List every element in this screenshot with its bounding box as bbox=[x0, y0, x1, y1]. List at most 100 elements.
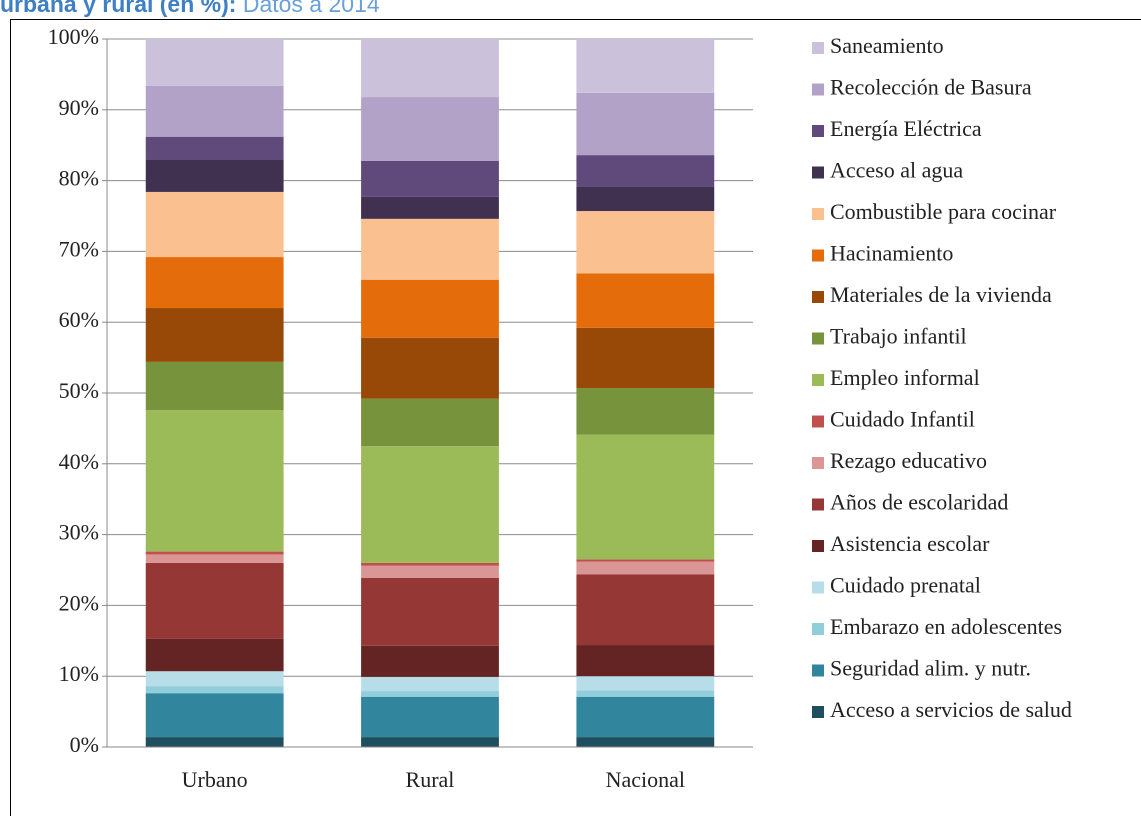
bar-segment bbox=[576, 690, 715, 697]
legend-label: Cuidado prenatal bbox=[830, 573, 981, 598]
bar-segment bbox=[576, 737, 715, 747]
bar-segment bbox=[576, 559, 715, 562]
legend-swatch bbox=[812, 623, 824, 635]
bar-segment bbox=[361, 279, 499, 338]
legend-swatch bbox=[812, 249, 824, 262]
bar-segment bbox=[576, 327, 715, 389]
legend-label: Empleo informal bbox=[830, 365, 980, 390]
legend-swatch bbox=[812, 291, 824, 303]
bar-segment bbox=[576, 92, 715, 156]
legend-label: Combustible para cocinar bbox=[830, 199, 1057, 224]
legend-label: Acceso al agua bbox=[830, 158, 963, 183]
bar-segment bbox=[145, 554, 284, 563]
legend-swatch bbox=[812, 706, 824, 718]
bar-segment bbox=[361, 645, 499, 677]
bar-segment bbox=[145, 308, 284, 362]
bar-segment bbox=[145, 737, 284, 747]
bar-segment bbox=[576, 696, 715, 738]
y-tick-label: 50% bbox=[59, 378, 99, 403]
legend-label: Materiales de la vivienda bbox=[830, 282, 1052, 307]
legend-label: Recolección de Basura bbox=[830, 75, 1032, 100]
bar-segment bbox=[361, 337, 499, 399]
legend-swatch bbox=[812, 208, 824, 220]
bar-segment bbox=[145, 562, 284, 639]
x-tick-label: Nacional bbox=[606, 767, 685, 792]
bar-segment bbox=[576, 574, 715, 646]
legend-label: Embarazo en adolescentes bbox=[830, 614, 1062, 639]
legend-swatch bbox=[812, 125, 824, 137]
bar-segment bbox=[361, 446, 499, 563]
bar-segment bbox=[145, 39, 284, 86]
bar-segment bbox=[361, 562, 499, 566]
legend-swatch bbox=[812, 42, 824, 54]
bar-segment bbox=[576, 186, 715, 212]
bar-segment bbox=[576, 211, 715, 274]
x-tick-label: Urbano bbox=[182, 767, 248, 792]
legend-label: Asistencia escolar bbox=[830, 531, 990, 556]
bar-segment bbox=[145, 551, 284, 555]
bar-segment bbox=[576, 155, 715, 187]
bar-segment bbox=[361, 97, 499, 161]
bar-segment bbox=[145, 409, 284, 552]
bar-segment bbox=[145, 638, 284, 672]
y-tick-label: 20% bbox=[59, 590, 99, 615]
chart-title: urbana y rural (en %): Datos a 2014 bbox=[0, 0, 380, 17]
legend-swatch bbox=[812, 581, 824, 594]
bar-segment bbox=[361, 565, 499, 578]
bar-segment bbox=[145, 693, 284, 738]
bar-segment bbox=[145, 361, 284, 410]
bar-segment bbox=[361, 39, 499, 98]
chart-border bbox=[10, 19, 1141, 816]
y-tick-label: 30% bbox=[59, 520, 99, 545]
legend-swatch bbox=[812, 664, 824, 677]
bar-segment bbox=[361, 160, 499, 197]
bar-segment bbox=[576, 434, 715, 560]
bar-segment bbox=[145, 191, 284, 258]
x-tick-label: Rural bbox=[406, 767, 455, 792]
bar-segment bbox=[361, 696, 499, 738]
legend-swatch bbox=[812, 83, 824, 96]
title: urbana y rural (en %): bbox=[0, 0, 236, 17]
bar-segment bbox=[576, 645, 715, 677]
bar-segment bbox=[145, 136, 284, 160]
bar-segment bbox=[145, 671, 284, 687]
bar-segment bbox=[145, 159, 284, 192]
bar-segment bbox=[361, 398, 499, 447]
bar-segment bbox=[576, 273, 715, 328]
subtitle: Datos a 2014 bbox=[243, 0, 380, 17]
legend-swatch bbox=[812, 166, 824, 179]
bar-segment bbox=[576, 561, 715, 575]
legend-swatch bbox=[812, 415, 824, 428]
bar-segment bbox=[361, 691, 499, 697]
bar-segment bbox=[576, 388, 715, 435]
legend-swatch bbox=[812, 498, 824, 511]
y-tick-label: 90% bbox=[59, 95, 99, 120]
legend-swatch bbox=[812, 332, 824, 345]
y-tick-label: 80% bbox=[59, 166, 99, 191]
bar-segment bbox=[361, 577, 499, 646]
legend-swatch bbox=[812, 540, 824, 552]
bar-segment bbox=[145, 686, 284, 694]
bar-segment bbox=[361, 676, 499, 692]
bar-segment bbox=[576, 39, 715, 93]
legend-label: Rezago educativo bbox=[830, 448, 987, 473]
y-tick-label: 0% bbox=[70, 732, 99, 757]
legend-label: Trabajo infantil bbox=[830, 324, 967, 349]
legend-label: Acceso a servicios de salud bbox=[830, 697, 1072, 722]
legend-label: Años de escolaridad bbox=[830, 490, 1008, 515]
legend-label: Cuidado Infantil bbox=[830, 407, 975, 432]
y-tick-label: 70% bbox=[59, 236, 99, 261]
legend-swatch bbox=[812, 457, 824, 469]
legend-label: Saneamiento bbox=[830, 33, 944, 58]
y-tick-label: 100% bbox=[48, 24, 99, 49]
bar-segment bbox=[145, 85, 284, 137]
legend-swatch bbox=[812, 374, 824, 386]
legend-label: Seguridad alim. y nutr. bbox=[830, 656, 1031, 681]
bar-segment bbox=[145, 257, 284, 309]
y-tick-label: 10% bbox=[59, 661, 99, 686]
legend-label: Hacinamiento bbox=[830, 241, 953, 266]
bar-segment bbox=[361, 196, 499, 219]
legend-label: Energía Eléctrica bbox=[830, 116, 982, 141]
bar-segment bbox=[361, 737, 499, 747]
